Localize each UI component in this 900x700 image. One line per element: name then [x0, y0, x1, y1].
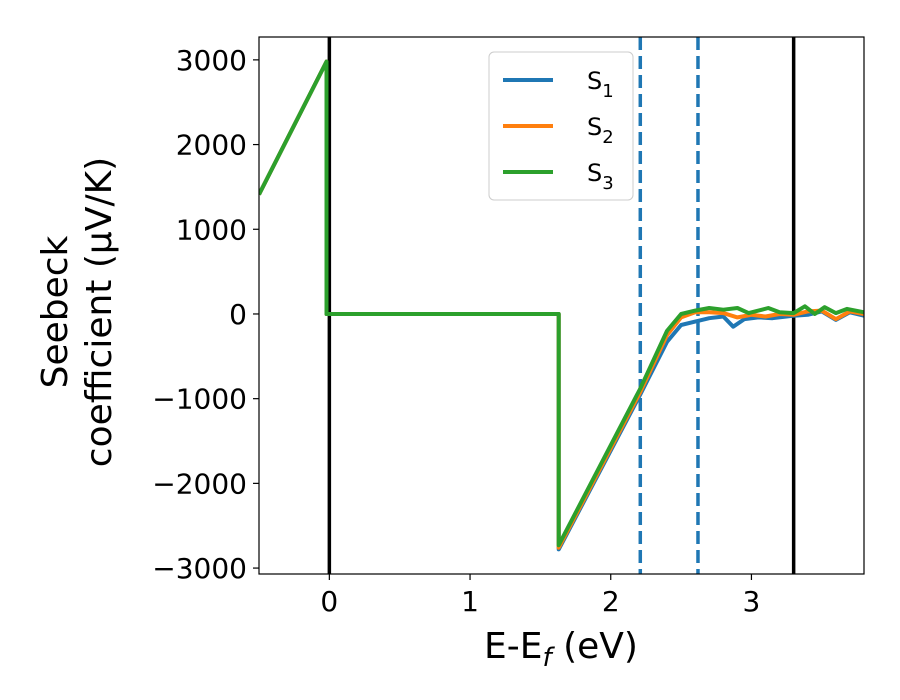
y-axis-title-line1: Seebeck [35, 235, 76, 388]
y-axis-title-line2: coefficient (μV/K) [79, 157, 120, 467]
series-line-s3 [259, 59, 864, 548]
x-tick-label: 0 [320, 585, 338, 618]
y-tick-label: 3000 [176, 44, 247, 77]
y-axis-title: Seebeck coefficient (μV/K) [35, 157, 120, 467]
x-axis-ticks: 0 1 2 3 [320, 574, 760, 618]
legend-box [488, 51, 634, 201]
y-tick-label: 0 [229, 298, 247, 331]
y-tick-label: −2000 [152, 467, 247, 500]
y-tick-label: −1000 [152, 383, 247, 416]
reference-lines [327, 37, 796, 574]
series-lines [259, 59, 864, 552]
y-tick-label: 2000 [176, 129, 247, 162]
x-tick-label: 1 [461, 585, 479, 618]
y-tick-label: 1000 [176, 213, 247, 246]
x-tick-label: 3 [743, 585, 761, 618]
x-axis-title: E-Ef (eV) [484, 626, 638, 673]
x-tick-label: 2 [602, 585, 620, 618]
legend-label-s3: S3 [587, 159, 614, 194]
legend-label-s1: S1 [587, 67, 614, 102]
legend: S1 S2 S3 [488, 51, 634, 201]
legend-label-s2: S2 [587, 113, 614, 148]
y-axis-ticks: −3000 −2000 −1000 0 1000 2000 3000 [152, 44, 259, 585]
plot-frame [258, 36, 865, 575]
y-tick-label: −3000 [152, 552, 247, 585]
